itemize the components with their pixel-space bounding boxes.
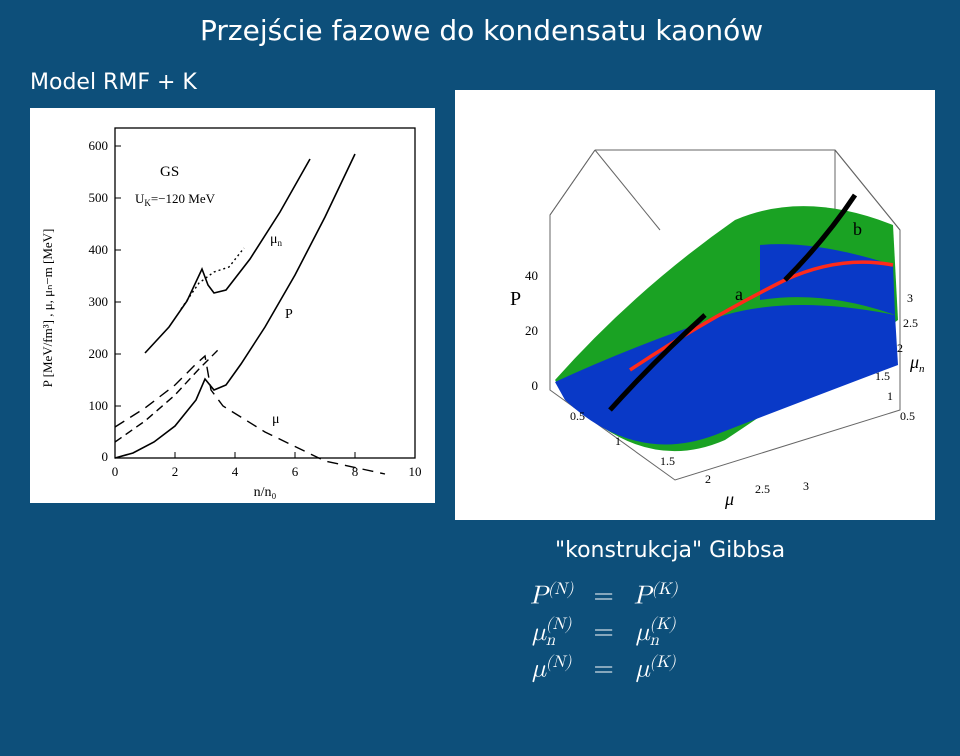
svg-text:400: 400: [89, 242, 109, 257]
gibbs-caption: "konstrukcja" Gibbsa: [555, 538, 785, 563]
svg-text:0: 0: [102, 449, 109, 464]
gibbs-equations: P(N) = P(K) μ(N)n = μ(K)n μ(N) = μ(K): [520, 578, 688, 687]
label-a: a: [735, 284, 743, 304]
left-chart-svg: 0 100 200 300 400 500 600 0 2 4 6 8 10 n…: [30, 108, 435, 503]
right-chart-svg: a b P μ μn 0 20 40 0.5 1 1.5 2 2.5 3 0.5…: [455, 90, 935, 520]
left-chart-panel: 0 100 200 300 400 500 600 0 2 4 6 8 10 n…: [30, 108, 435, 503]
svg-text:1.5: 1.5: [875, 369, 890, 383]
anno-P: P: [285, 307, 293, 322]
svg-text:2: 2: [172, 464, 179, 479]
svg-text:6: 6: [292, 464, 299, 479]
svg-text:GS: GS: [160, 164, 179, 180]
svg-text:2: 2: [705, 472, 711, 486]
label-b: b: [853, 219, 862, 239]
svg-text:0.5: 0.5: [570, 409, 585, 423]
svg-text:3: 3: [803, 479, 809, 493]
svg-text:40: 40: [525, 268, 538, 283]
equation-row: P(N) = P(K): [520, 578, 688, 615]
y-label: P [MeV/fm³] , μ, μₙ−m [MeV]: [40, 229, 55, 388]
svg-text:0: 0: [532, 378, 539, 393]
model-label: Model RMF + K: [30, 70, 197, 95]
z-label: P: [510, 288, 521, 310]
svg-text:1: 1: [615, 434, 621, 448]
svg-text:500: 500: [89, 190, 109, 205]
svg-text:600: 600: [89, 138, 109, 153]
svg-text:10: 10: [409, 464, 422, 479]
svg-text:1.5: 1.5: [660, 454, 675, 468]
svg-text:3: 3: [907, 291, 913, 305]
svg-text:4: 4: [232, 464, 239, 479]
x-label: μ: [724, 489, 734, 509]
svg-text:300: 300: [89, 294, 109, 309]
svg-text:0.5: 0.5: [900, 409, 915, 423]
anno-mu: μ: [272, 412, 280, 427]
svg-text:100: 100: [89, 398, 109, 413]
svg-text:2.5: 2.5: [755, 482, 770, 496]
svg-text:0: 0: [112, 464, 119, 479]
svg-text:200: 200: [89, 346, 109, 361]
svg-text:2.5: 2.5: [903, 316, 918, 330]
equation-row: μ(N) = μ(K): [520, 651, 688, 688]
slide-title: Przejście fazowe do kondensatu kaonów: [200, 14, 763, 47]
svg-text:8: 8: [352, 464, 359, 479]
right-chart-panel: a b P μ μn 0 20 40 0.5 1 1.5 2 2.5 3 0.5…: [455, 90, 935, 520]
svg-text:2: 2: [897, 341, 903, 355]
svg-text:1: 1: [887, 389, 893, 403]
svg-text:20: 20: [525, 323, 538, 338]
x-label: n/n₀: [254, 485, 277, 500]
equation-row: μ(N)n = μ(K)n: [520, 615, 688, 651]
